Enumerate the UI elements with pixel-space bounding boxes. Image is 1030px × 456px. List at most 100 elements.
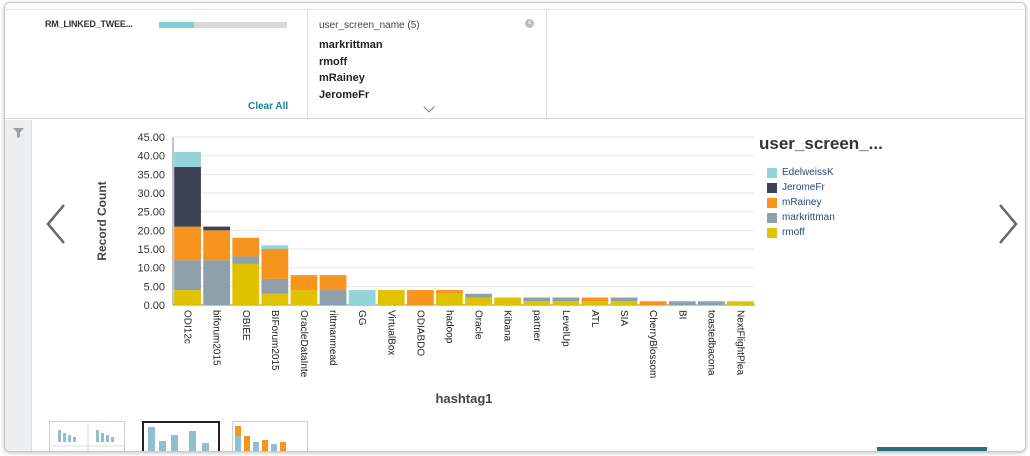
chevron-right-icon[interactable] bbox=[997, 203, 1019, 245]
y-tick-label: 15.00 bbox=[137, 244, 165, 256]
legend-swatch bbox=[767, 167, 777, 178]
bar-segment-EdelweissK bbox=[261, 245, 289, 249]
bar-segment-rmoff bbox=[465, 297, 492, 305]
bar-segment-markrittman bbox=[203, 260, 231, 305]
bar-segment-markrittman bbox=[261, 278, 289, 294]
y-tick-label: 10.00 bbox=[137, 263, 165, 275]
legend-item[interactable]: markrittman bbox=[767, 210, 835, 225]
bar-segment-JeromeFr bbox=[203, 226, 231, 231]
bar-segment-mRainey bbox=[581, 297, 609, 302]
legend-label: mRainey bbox=[782, 197, 822, 208]
legend-label: JeromeFr bbox=[782, 182, 825, 193]
x-tick-label: biforum2015 bbox=[211, 310, 222, 366]
bar-segment-markrittman bbox=[697, 301, 725, 305]
bar-segment-markrittman bbox=[610, 297, 638, 302]
bar-segment-markrittman bbox=[232, 256, 260, 264]
bar-segment-mRainey bbox=[232, 237, 260, 257]
legend-label: rmoff bbox=[782, 227, 805, 238]
y-tick-label: 30.00 bbox=[137, 188, 165, 200]
x-tick-label: ODI12c bbox=[182, 310, 193, 344]
x-tick-label: hadoop bbox=[443, 310, 454, 344]
legend: EdelweissK JeromeFr mRainey markrittman … bbox=[767, 165, 835, 240]
dashboard-frame: RM_LINKED_TWEE... Clear All user_screen_… bbox=[4, 2, 1026, 452]
x-tick-label: rittmanmead bbox=[327, 310, 338, 366]
filter-value[interactable]: mRainey bbox=[319, 72, 365, 84]
clear-all-link[interactable]: Clear All bbox=[248, 101, 289, 112]
bar-segment-mRainey bbox=[261, 249, 289, 279]
filter-screen-name-values: markrittman rmoff mRainey JeromeFr bbox=[319, 37, 383, 103]
bar-segment-rmoff bbox=[552, 301, 580, 305]
filter-value[interactable]: markrittman bbox=[319, 39, 383, 51]
thumbnail-preview bbox=[52, 424, 124, 451]
x-tick-label: ODIABDO bbox=[414, 310, 425, 356]
x-tick-label: GG bbox=[356, 310, 367, 326]
filter-screen-name: user_screen_name (5) × markrittman rmoff… bbox=[309, 11, 547, 119]
bar-segment-mRainey bbox=[436, 290, 463, 294]
bar-segment-mRainey bbox=[203, 230, 231, 261]
bar-segment-rmoff bbox=[523, 301, 551, 305]
bar-segment-markrittman bbox=[319, 290, 347, 305]
bar-segment-markrittman bbox=[174, 260, 201, 291]
legend-swatch bbox=[767, 227, 777, 238]
y-tick-label: 25.00 bbox=[137, 207, 165, 219]
bar-segment-markrittman bbox=[668, 301, 696, 305]
x-tick-label: BIForum2015 bbox=[269, 310, 280, 371]
bar-segment-rmoff bbox=[581, 301, 609, 305]
x-tick-label: ATL bbox=[589, 310, 600, 328]
x-tick-label: BI bbox=[676, 310, 687, 319]
legend-item[interactable]: EdelweissK bbox=[767, 165, 835, 180]
filter-funnel-icon[interactable] bbox=[13, 128, 24, 138]
bar-segment-markrittman bbox=[523, 297, 551, 302]
x-tick-label: partner bbox=[531, 310, 542, 342]
filter-value[interactable]: rmoff bbox=[319, 55, 348, 68]
filter-value[interactable]: JeromeFr bbox=[319, 88, 370, 101]
bar-segment-JeromeFr bbox=[174, 166, 201, 227]
chart-thumbnail[interactable] bbox=[232, 421, 308, 451]
legend-item[interactable]: rmoff bbox=[767, 225, 835, 240]
legend-item[interactable]: mRainey bbox=[767, 195, 835, 210]
status-accent-bar bbox=[877, 447, 987, 451]
chart-thumbnail[interactable] bbox=[49, 421, 125, 451]
bar-segment-EdelweissK bbox=[174, 151, 201, 167]
bar-segment-mRainey bbox=[174, 226, 201, 261]
x-tick-label: NextFlightPlea bbox=[734, 310, 745, 375]
bar-segment-EdelweissK bbox=[348, 290, 376, 305]
y-tick-label: 40.00 bbox=[137, 151, 165, 163]
legend-swatch bbox=[767, 182, 777, 193]
bar-segment-mRainey bbox=[639, 301, 667, 305]
left-rail bbox=[5, 120, 32, 451]
bar-segment-rmoff bbox=[494, 297, 522, 305]
filter-screen-name-title: user_screen_name (5) bbox=[319, 20, 420, 31]
bar-segment-mRainey bbox=[406, 290, 434, 305]
chart-thumbnail-selected[interactable] bbox=[142, 421, 220, 451]
bar-segment-rmoff bbox=[232, 263, 260, 305]
y-axis-label: Record Count bbox=[95, 181, 109, 260]
legend-label: markrittman bbox=[782, 212, 835, 223]
x-axis-label: hashtag1 bbox=[435, 391, 492, 406]
legend-item[interactable]: JeromeFr bbox=[767, 180, 835, 195]
chevron-down-icon[interactable] bbox=[423, 101, 435, 113]
x-tick-label: toastedbacona bbox=[705, 310, 716, 376]
legend-title: user_screen_... bbox=[759, 134, 883, 153]
bar-segment-rmoff bbox=[261, 293, 289, 305]
x-tick-label: Oracle bbox=[473, 310, 484, 340]
chevron-left-icon[interactable] bbox=[45, 203, 67, 245]
legend-label: EdelweissK bbox=[782, 167, 834, 178]
x-tick-label: LevelUp bbox=[560, 310, 571, 347]
bar-segment-rmoff bbox=[436, 293, 463, 305]
filter-bar: RM_LINKED_TWEE... Clear All user_screen_… bbox=[5, 11, 1025, 119]
y-tick-label: 0.00 bbox=[144, 300, 165, 312]
x-tick-label: Kibana bbox=[502, 310, 513, 342]
filter-linked-tweets[interactable]: RM_LINKED_TWEE... Clear All bbox=[5, 11, 308, 119]
x-tick-label: OracleDataInte bbox=[298, 310, 309, 378]
filter-linked-bar-fill bbox=[159, 22, 194, 28]
thumbnail-preview bbox=[235, 426, 286, 451]
bar-segment-rmoff bbox=[727, 301, 754, 305]
x-tick-label: SIA bbox=[618, 310, 629, 326]
x-tick-label: VirtualBox bbox=[385, 310, 396, 355]
close-icon[interactable]: × bbox=[525, 19, 534, 28]
y-tick-label: 45.00 bbox=[137, 132, 165, 144]
bar-segment-rmoff bbox=[610, 301, 638, 305]
bar-segment-markrittman bbox=[552, 297, 580, 302]
y-tick-label: 5.00 bbox=[144, 281, 165, 293]
